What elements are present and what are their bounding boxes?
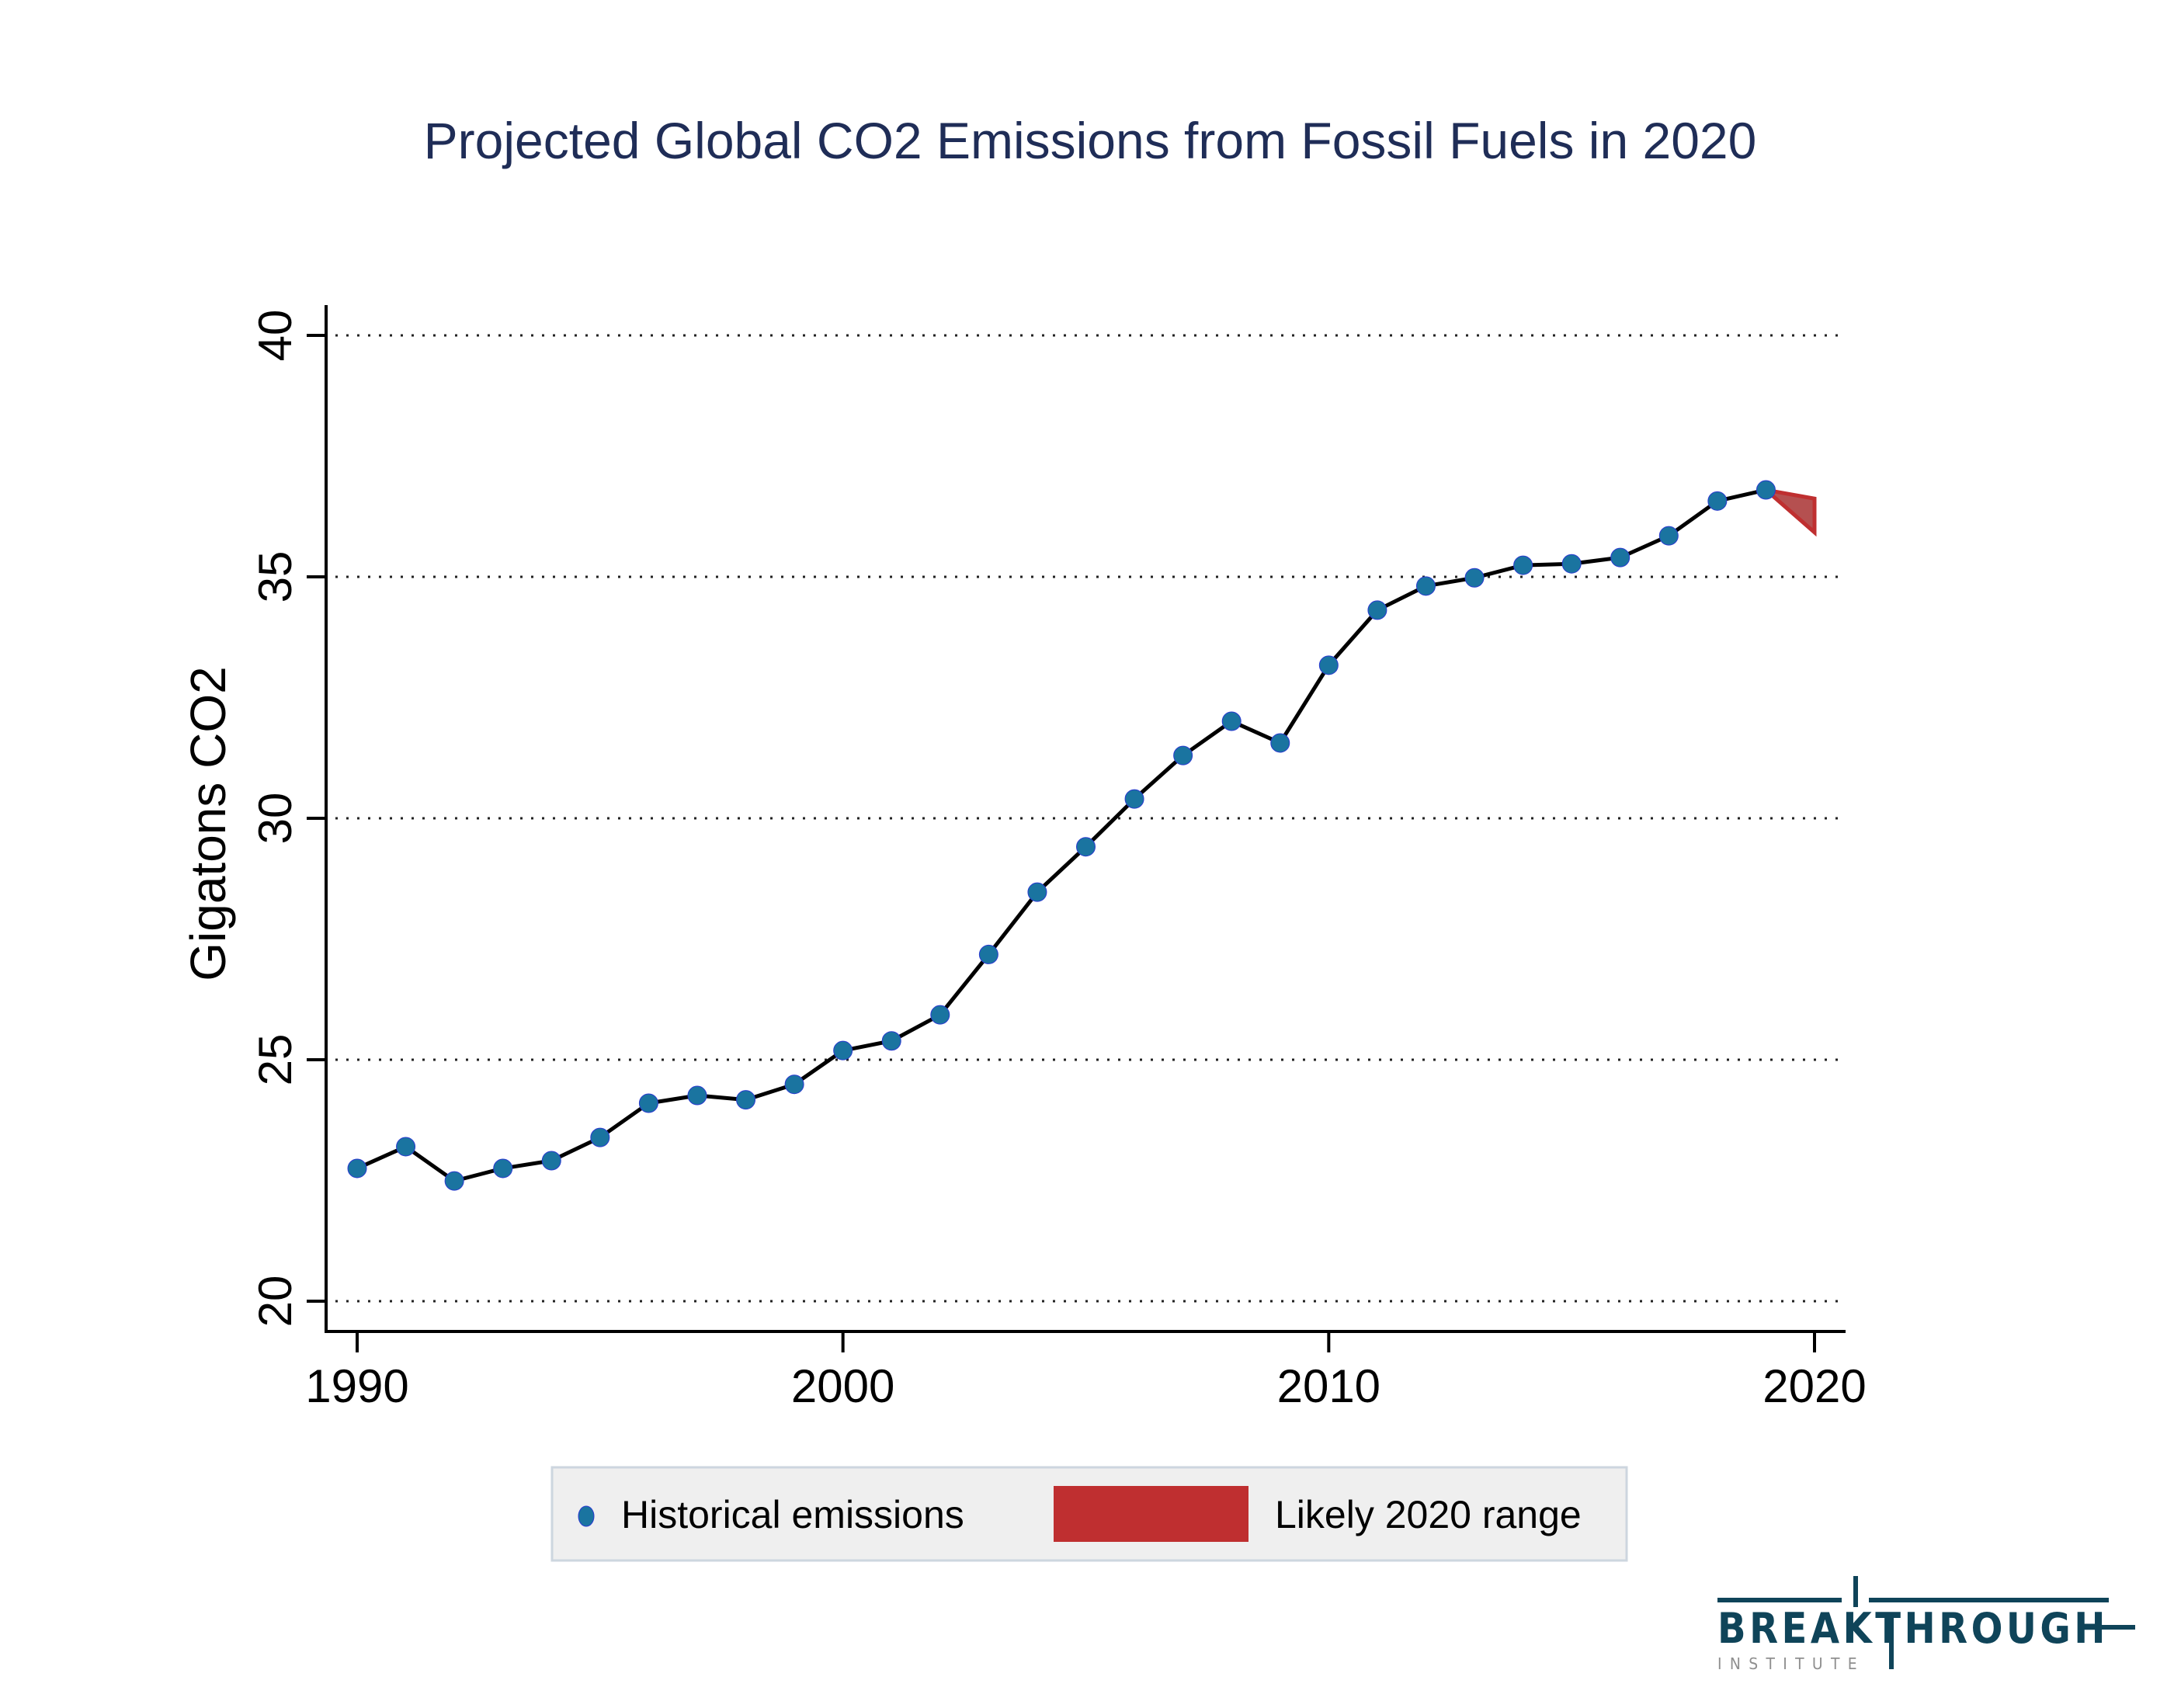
y-tick-label: 35 — [249, 551, 301, 603]
data-point-2009 — [1270, 733, 1290, 753]
y-ticks: 20 25 30 35 40 — [249, 310, 326, 1328]
data-point-1993 — [493, 1158, 513, 1179]
data-point-2008 — [1221, 711, 1242, 731]
gridlines — [335, 334, 1846, 1303]
data-point-2013 — [1464, 568, 1485, 588]
data-point-2016 — [1610, 547, 1630, 568]
legend-swatch-range — [1054, 1486, 1248, 1542]
data-point-2011 — [1367, 600, 1387, 620]
y-tick-label: 25 — [249, 1034, 301, 1086]
data-point-2004 — [1027, 882, 1047, 902]
data-point-2017 — [1658, 526, 1679, 546]
breakthrough-institute-logo: BREAKTHROUGH INSTITUTE — [1717, 1576, 2135, 1673]
series-layer — [347, 480, 1776, 1191]
legend-label-range: Likely 2020 range — [1275, 1493, 1582, 1536]
data-point-2018 — [1707, 491, 1728, 511]
logo-sub-text: INSTITUTE — [1717, 1654, 1865, 1673]
data-point-1998 — [736, 1090, 756, 1110]
data-point-2003 — [978, 944, 998, 964]
y-tick-label: 30 — [249, 793, 301, 845]
data-point-2005 — [1076, 837, 1096, 857]
y-axis-label: Gigatons CO2 — [180, 666, 236, 981]
data-point-1995 — [590, 1127, 610, 1147]
x-tick-label: 1990 — [305, 1360, 408, 1412]
historical-line — [356, 488, 1766, 1183]
range-area-layer — [1759, 486, 1817, 537]
axes — [325, 305, 1846, 1333]
legend-label-historical: Historical emissions — [621, 1493, 964, 1536]
data-point-1990 — [347, 1158, 367, 1179]
y-tick-label: 40 — [249, 310, 301, 362]
data-point-1994 — [541, 1151, 561, 1171]
x-tick-label: 2010 — [1277, 1360, 1380, 1412]
logo-main-text: BREAKTHROUGH — [1717, 1604, 2109, 1653]
data-point-2007 — [1173, 745, 1193, 765]
data-point-2000 — [833, 1040, 853, 1061]
data-point-1992 — [444, 1171, 464, 1191]
data-point-2014 — [1513, 555, 1533, 575]
data-point-2015 — [1561, 554, 1582, 574]
data-point-1999 — [784, 1074, 804, 1095]
data-point-1996 — [638, 1093, 658, 1113]
legend-marker-historical — [578, 1505, 595, 1527]
chart-title: Projected Global CO2 Emissions from Foss… — [424, 112, 1757, 169]
range-area-2020 — [1759, 486, 1817, 537]
x-ticks: 1990 2000 2010 2020 — [305, 1331, 1867, 1412]
data-point-1997 — [687, 1085, 707, 1106]
legend: Historical emissions Likely 2020 range — [550, 1466, 1628, 1562]
data-point-2006 — [1124, 789, 1144, 809]
data-point-2019 — [1756, 480, 1776, 500]
data-point-2012 — [1415, 576, 1436, 596]
y-tick-label: 20 — [249, 1276, 301, 1328]
data-point-2002 — [930, 1005, 950, 1025]
x-tick-label: 2020 — [1762, 1360, 1866, 1412]
data-point-2010 — [1318, 655, 1339, 675]
x-tick-label: 2000 — [791, 1360, 894, 1412]
data-point-2001 — [881, 1031, 901, 1051]
data-point-1991 — [396, 1137, 416, 1157]
